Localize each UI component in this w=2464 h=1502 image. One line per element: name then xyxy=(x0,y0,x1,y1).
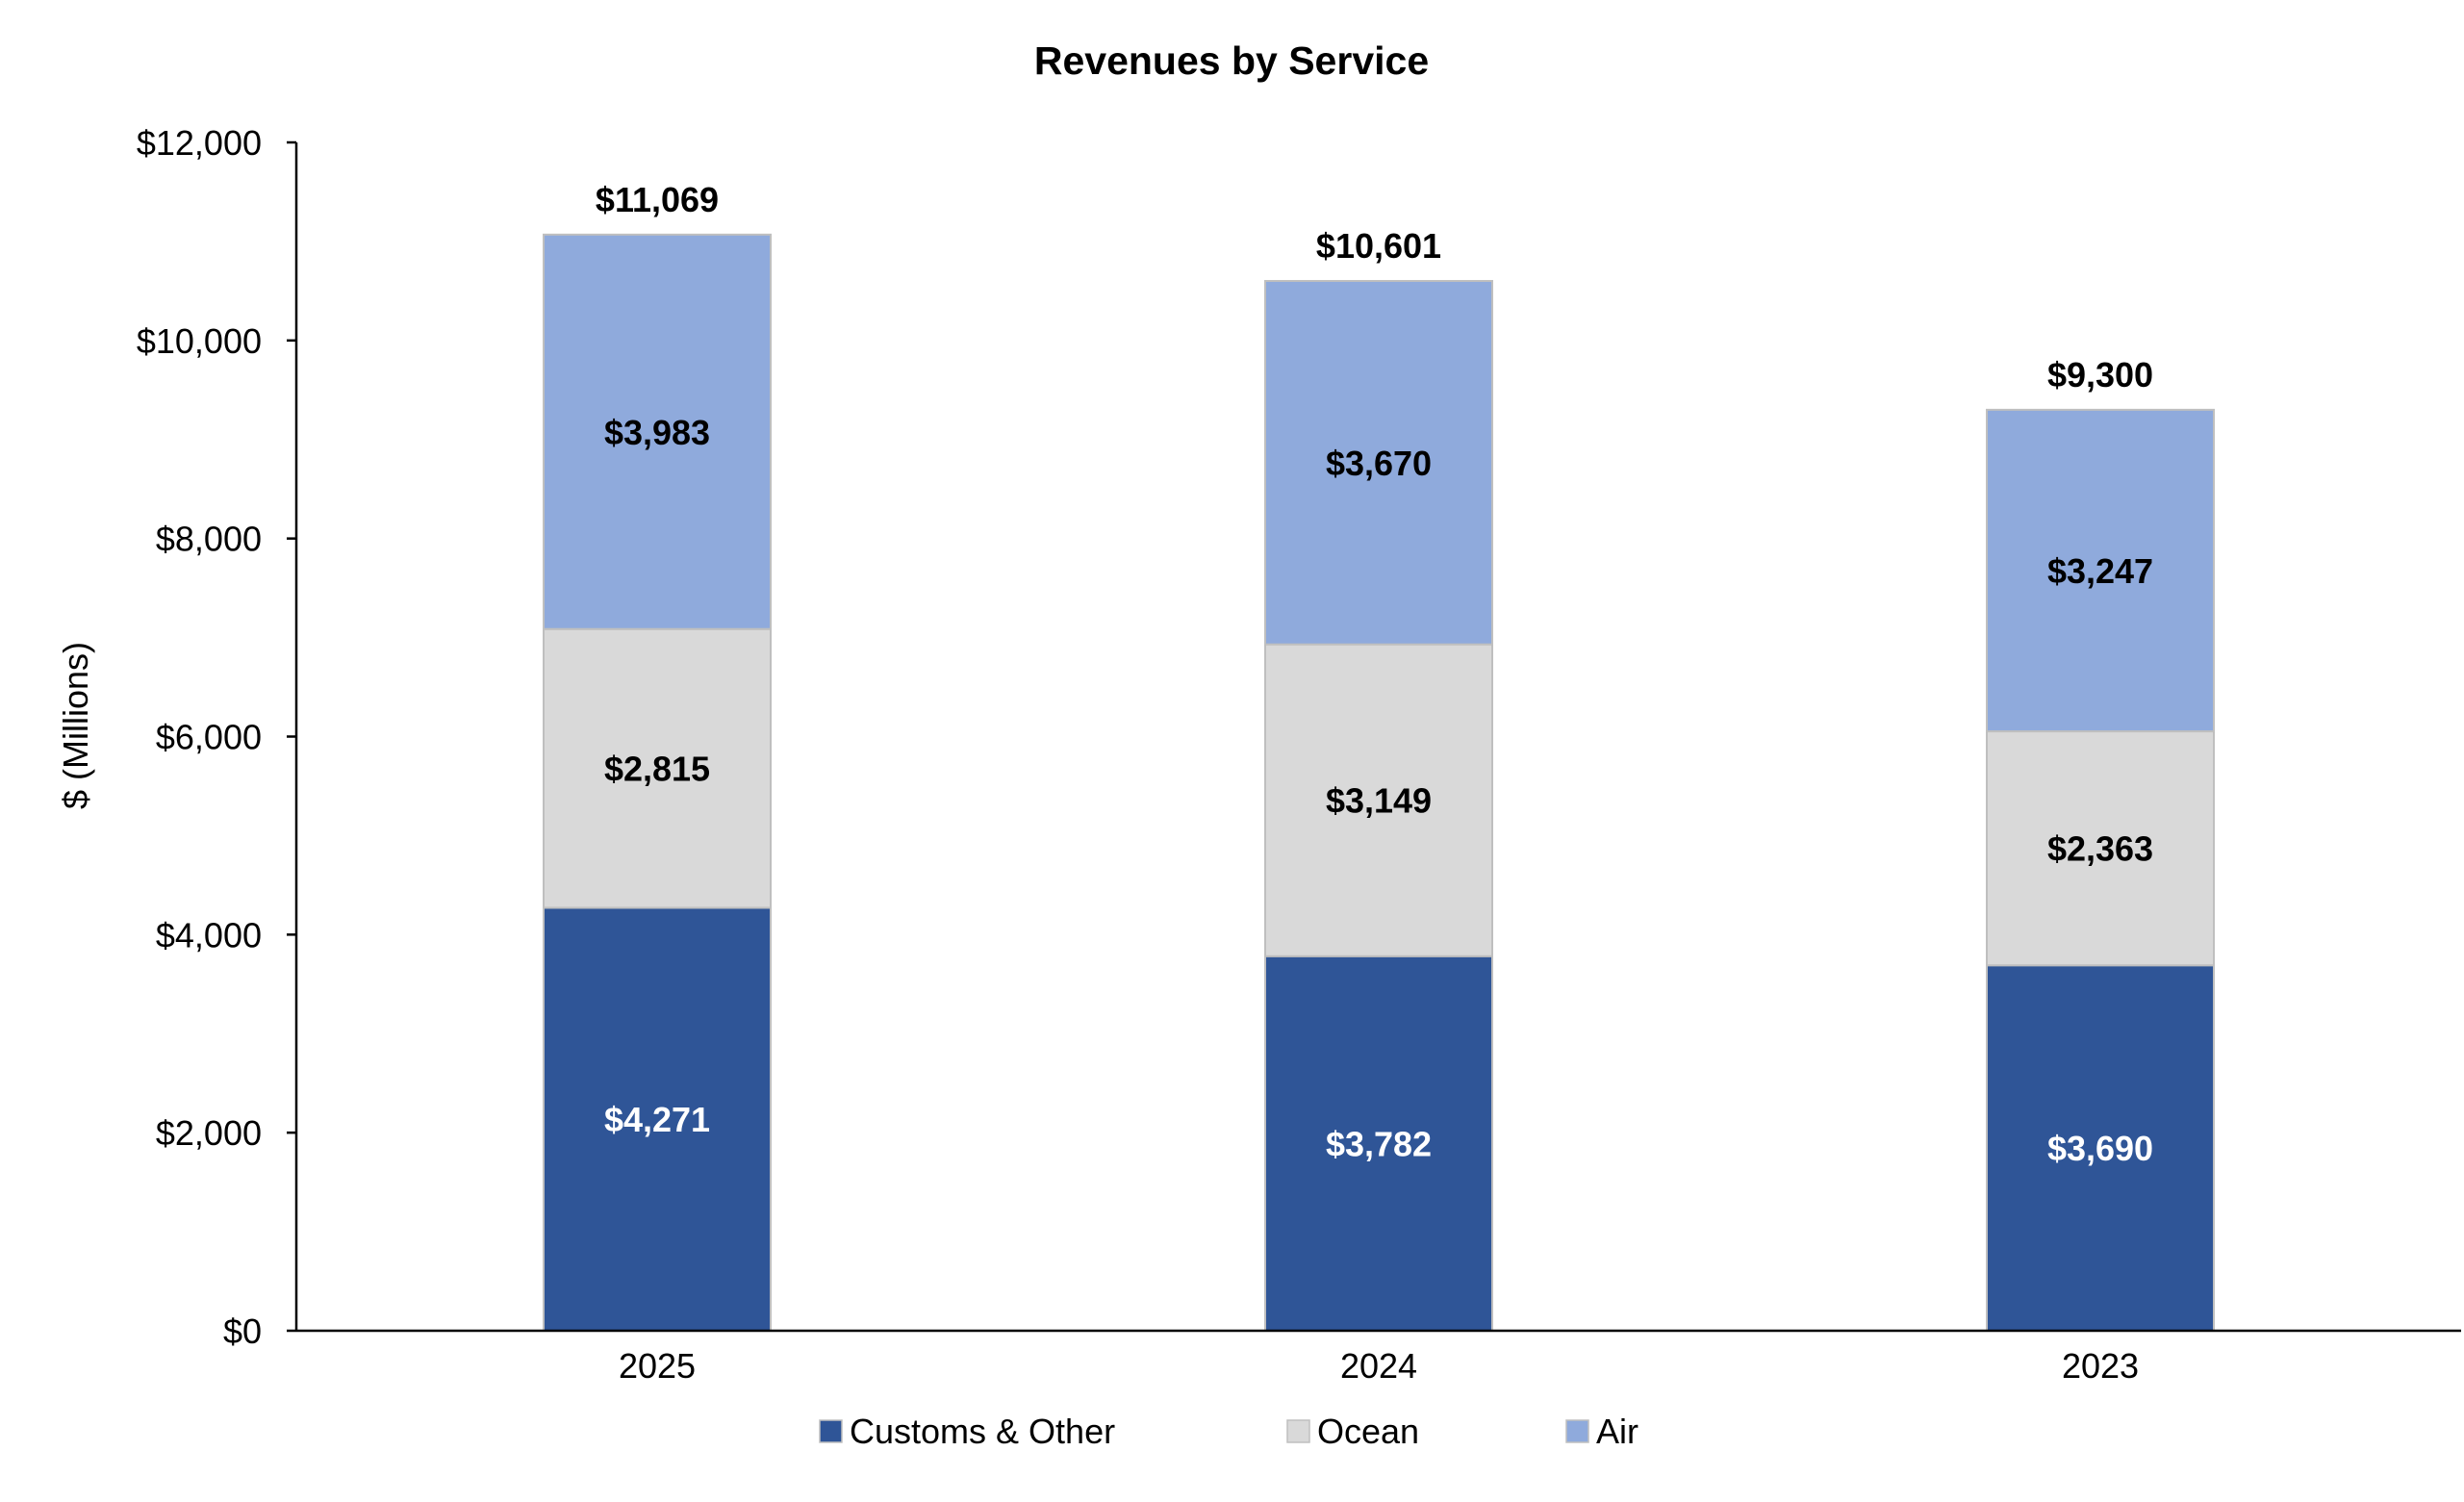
segment-value-label: $3,149 xyxy=(1326,781,1432,821)
segment-value-label: $3,670 xyxy=(1326,444,1432,483)
legend-label: Air xyxy=(1596,1412,1638,1451)
bar-segment-customs-other xyxy=(1264,955,1493,1332)
bar-segment-air xyxy=(543,233,772,630)
y-axis-title: $ (Millions) xyxy=(56,642,95,809)
y-tick-label: $4,000 xyxy=(156,915,262,955)
segment-value-label: $3,983 xyxy=(604,413,710,452)
bar-segments xyxy=(543,233,2215,1333)
y-tick-label: $8,000 xyxy=(156,520,262,559)
y-tick-label: $6,000 xyxy=(156,718,262,757)
segment-value-label: $2,363 xyxy=(2047,829,2153,869)
chart-title: Revenues by Service xyxy=(1034,38,1429,83)
y-tick-label: $0 xyxy=(223,1311,262,1351)
bar-segment-customs-other xyxy=(1986,964,2215,1332)
legend: Customs & Other Ocean Air xyxy=(819,1412,1638,1451)
x-tick-label: 2025 xyxy=(619,1346,696,1386)
bar-segment-ocean xyxy=(1986,730,2215,967)
total-value-label: $10,601 xyxy=(1316,226,1441,266)
legend-swatch xyxy=(1565,1419,1589,1443)
bar-segment-air xyxy=(1986,408,2215,733)
bar-segment-ocean xyxy=(1264,643,1493,957)
bar-segment-air xyxy=(1264,279,1493,646)
segment-labels: $4,271 $2,815 $3,983 $3,782 $3,149 $3,670 $3,6… xyxy=(604,413,2153,1168)
x-tick-label: 2023 xyxy=(2062,1346,2139,1386)
bar-segment-ocean xyxy=(543,627,772,909)
x-axis-ticks: 2025 2024 2023 xyxy=(619,1346,2139,1386)
legend-label: Ocean xyxy=(1317,1412,1419,1451)
segment-value-label: $4,271 xyxy=(604,1100,710,1139)
y-tick-label: $2,000 xyxy=(156,1113,262,1153)
x-tick-label: 2024 xyxy=(1340,1346,1417,1386)
y-tick-label: $10,000 xyxy=(137,321,262,361)
legend-swatch xyxy=(1286,1419,1310,1443)
legend-label: Customs & Other xyxy=(850,1412,1115,1451)
segment-value-label: $2,815 xyxy=(604,750,710,789)
segment-value-label: $3,247 xyxy=(2047,551,2153,591)
segment-value-label: $3,782 xyxy=(1326,1124,1432,1163)
total-value-label: $9,300 xyxy=(2047,355,2153,395)
legend-swatch xyxy=(819,1419,843,1443)
total-labels: $11,069 $10,601 $9,300 xyxy=(596,180,2153,395)
segment-value-label: $3,690 xyxy=(2047,1129,2153,1168)
y-tick-label: $12,000 xyxy=(137,123,262,163)
y-axis-ticks: $0 $2,000 $4,000 $6,000 $8,000 $10,000 $12,000 xyxy=(137,123,296,1351)
total-value-label: $11,069 xyxy=(596,180,719,219)
